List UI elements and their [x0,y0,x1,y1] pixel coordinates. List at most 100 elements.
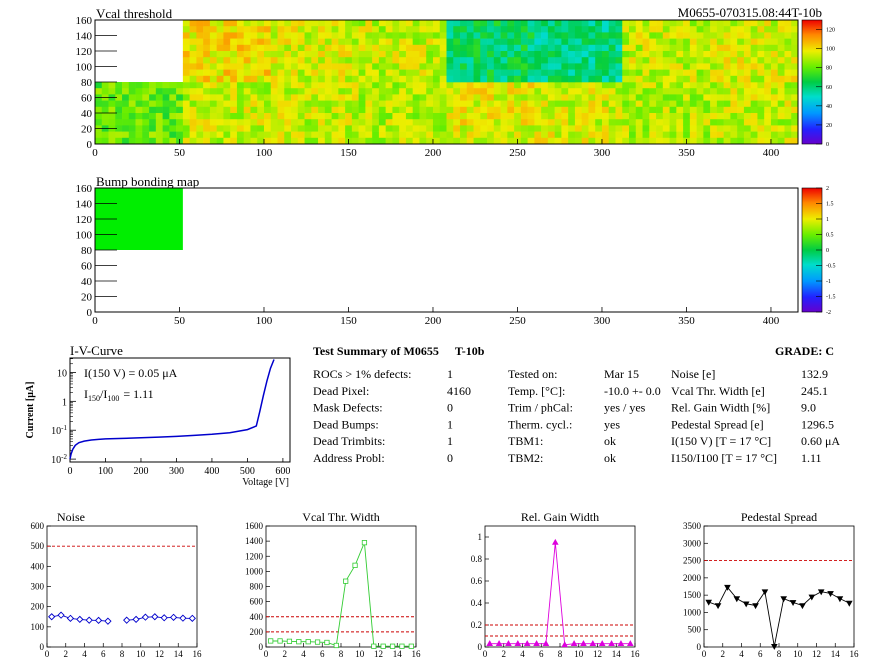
heat-cell [568,106,576,114]
heat-cell [568,113,576,120]
heat-cell [662,38,670,46]
heat-cell [737,75,745,83]
map2-y-tick-label: 40 [81,276,93,288]
heat-cell [318,131,326,139]
heat-cell [358,125,366,132]
heat-cell [412,119,420,126]
heat-cell [439,137,447,145]
heat-cell [291,75,299,83]
heat-cell [541,26,549,33]
heat-cell [730,88,738,95]
heat-cell [791,137,799,145]
map2-y-tick-label: 120 [76,214,93,226]
heat-cell [358,44,366,52]
heat-cell [324,26,332,33]
heat-cell [480,131,488,139]
heat-cell [730,20,738,27]
heat-cell [669,57,677,64]
heat-cell [135,113,143,120]
heat-cell [101,137,109,145]
heat-cell [122,100,130,108]
heat-cell [703,113,711,120]
heat-cell [378,51,386,58]
heat-cell [263,82,272,89]
heat-cell [182,75,190,83]
plot-point [724,584,731,591]
heat-cell [365,51,373,58]
heat-cell [291,32,299,39]
heat-cell [493,137,501,145]
map2-x-tick-label: 300 [594,315,611,327]
heat-cell [716,113,724,120]
heat-cell [405,100,413,108]
heat-cell [439,82,447,89]
summary-mid-label: TBM2: [508,451,543,465]
heat-cell [737,131,745,139]
heat-cell [412,57,420,64]
heat-cell [520,75,528,83]
heat-cell [581,88,589,95]
heat-cell [466,20,474,27]
heat-cell [480,32,488,39]
heat-cell [656,94,664,101]
heat-cell [784,69,792,77]
heat-cell [541,20,549,27]
vcal-threshold-map: Vcal threshold 0 50 100 150 200 250 300 350 4000… [76,6,836,159]
heat-cell [432,69,441,77]
heat-cell [250,88,258,95]
heat-cell [460,88,468,95]
heat-cell [419,113,427,120]
heat-cell [601,69,610,77]
heat-cell [155,106,163,114]
heat-cell [507,51,515,58]
heat-cell [426,26,434,33]
heat-cell [662,100,670,108]
heat-cell [581,113,589,120]
heat-cell [392,63,400,70]
heat-cell [216,100,224,108]
heat-cell [203,20,211,27]
heat-cell [385,63,393,70]
heat-cell [703,119,711,126]
heat-cell [338,69,346,77]
heat-cell [209,131,217,139]
heat-cell [149,106,157,114]
heat-cell [642,125,650,132]
heat-cell [669,44,677,52]
heat-cell [284,113,292,120]
heat-cell [777,26,785,33]
heat-cell [385,38,393,46]
heat-cell [223,125,231,132]
heat-cell [466,106,474,114]
plot-point [542,640,550,646]
iv-ratio-label: I150/I100 = 1.11 [84,387,154,403]
heat-cell [324,119,332,126]
heat-cell [730,106,738,114]
plot-x-tick-label: 6 [539,649,544,659]
heat-cell [426,75,434,83]
heat-cell [649,125,657,132]
heat-cell [209,88,217,95]
map2-z-tick-label: -1 [826,279,831,285]
heat-cell [115,131,123,139]
heat-cell [101,119,109,126]
plot-x-tick-label: 12 [155,649,164,659]
heat-cell [554,125,562,132]
heat-cell [304,131,312,139]
heat-cell [770,32,779,39]
heat-cell [480,119,488,126]
heat-cell [669,119,677,126]
heat-cell [608,88,616,95]
summary-right-value: 1296.5 [801,417,834,431]
heat-cell [439,94,447,101]
heat-cell [176,106,184,114]
heat-cell [176,119,184,126]
heat-cell [743,131,751,139]
heat-cell [520,20,528,27]
heat-cell [561,88,569,95]
heat-cell [642,38,650,46]
heat-cell [676,82,684,89]
heat-cell [304,137,312,145]
heat-cell [426,32,434,39]
heat-cell [378,26,386,33]
